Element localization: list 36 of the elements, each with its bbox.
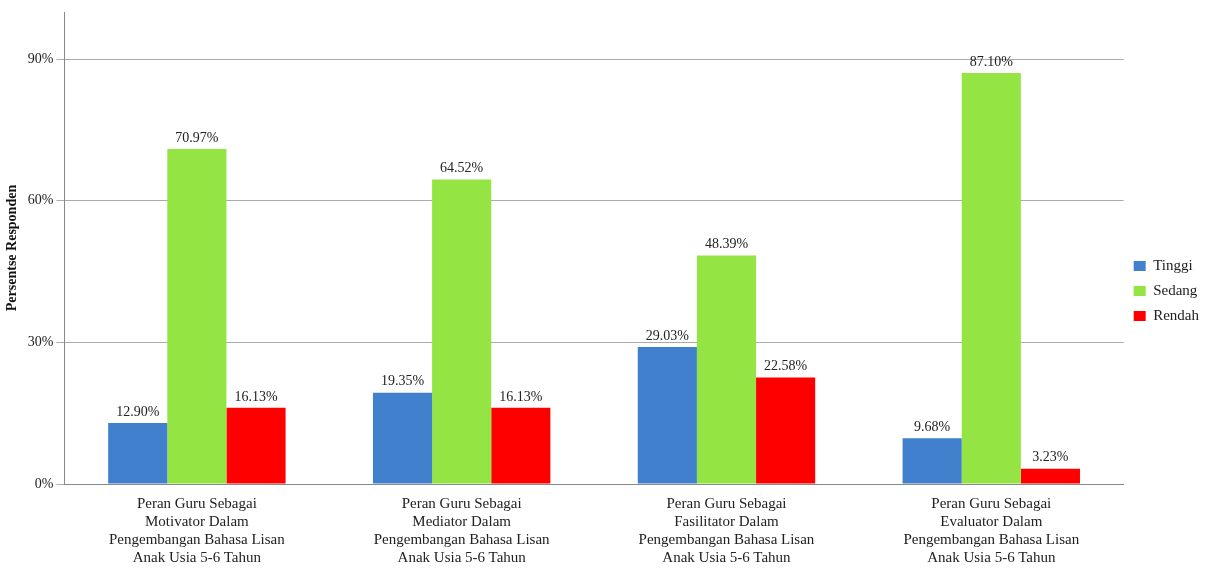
bar bbox=[1020, 468, 1080, 484]
legend-label: Tinggi bbox=[1153, 256, 1193, 273]
data-label: 9.68% bbox=[914, 418, 951, 434]
y-axis-title: Persentse Responden bbox=[4, 184, 20, 312]
y-tick-label: 60% bbox=[27, 192, 54, 208]
bar bbox=[372, 392, 433, 484]
bar bbox=[108, 423, 168, 484]
data-label: 70.97% bbox=[175, 129, 219, 145]
bar bbox=[696, 255, 757, 484]
x-tick-label: Peran Guru Sebagai Evaluator Dalam Pengembangan Bahasa Lisan Anak Usia 5-6 Tahun bbox=[903, 494, 1080, 565]
data-label: 29.03% bbox=[645, 327, 690, 343]
y-tick-label: 90% bbox=[27, 50, 54, 66]
bar bbox=[167, 149, 227, 484]
y-tick-label: 30% bbox=[27, 334, 54, 350]
bar bbox=[432, 179, 492, 484]
bar bbox=[902, 438, 962, 484]
data-label: 87.10% bbox=[969, 53, 1014, 69]
data-label: 16.13% bbox=[234, 388, 278, 404]
data-label: 16.13% bbox=[499, 388, 543, 404]
data-label: 19.35% bbox=[380, 373, 425, 389]
legend-label: Rendah bbox=[1153, 306, 1200, 323]
data-label: 22.58% bbox=[764, 358, 808, 374]
bar bbox=[637, 346, 697, 484]
data-label: 3.23% bbox=[1032, 449, 1069, 465]
x-tick-label: Peran Guru Sebagai Fasilitator Dalam Pengembangan Bahasa Lisan Anak Usia 5-6 Tahun bbox=[638, 494, 815, 565]
bar bbox=[491, 407, 551, 484]
bar bbox=[961, 72, 1021, 484]
x-tick-label: Peran Guru Sebagai Motivator Dalam Pengembangan Bahasa Lisan Anak Usia 5-6 Tahun bbox=[108, 494, 286, 565]
data-label: 12.90% bbox=[116, 403, 160, 419]
y-tick-label: 0% bbox=[34, 475, 54, 491]
legend-label: Sedang bbox=[1153, 281, 1198, 298]
data-label: 48.39% bbox=[704, 236, 749, 252]
bar bbox=[756, 377, 816, 484]
bar bbox=[226, 407, 286, 484]
x-tick-label: Peran Guru Sebagai Mediator Dalam Pengembangan Bahasa Lisan Anak Usia 5-6 Tahun bbox=[373, 494, 551, 565]
data-label: 64.52% bbox=[440, 160, 484, 176]
